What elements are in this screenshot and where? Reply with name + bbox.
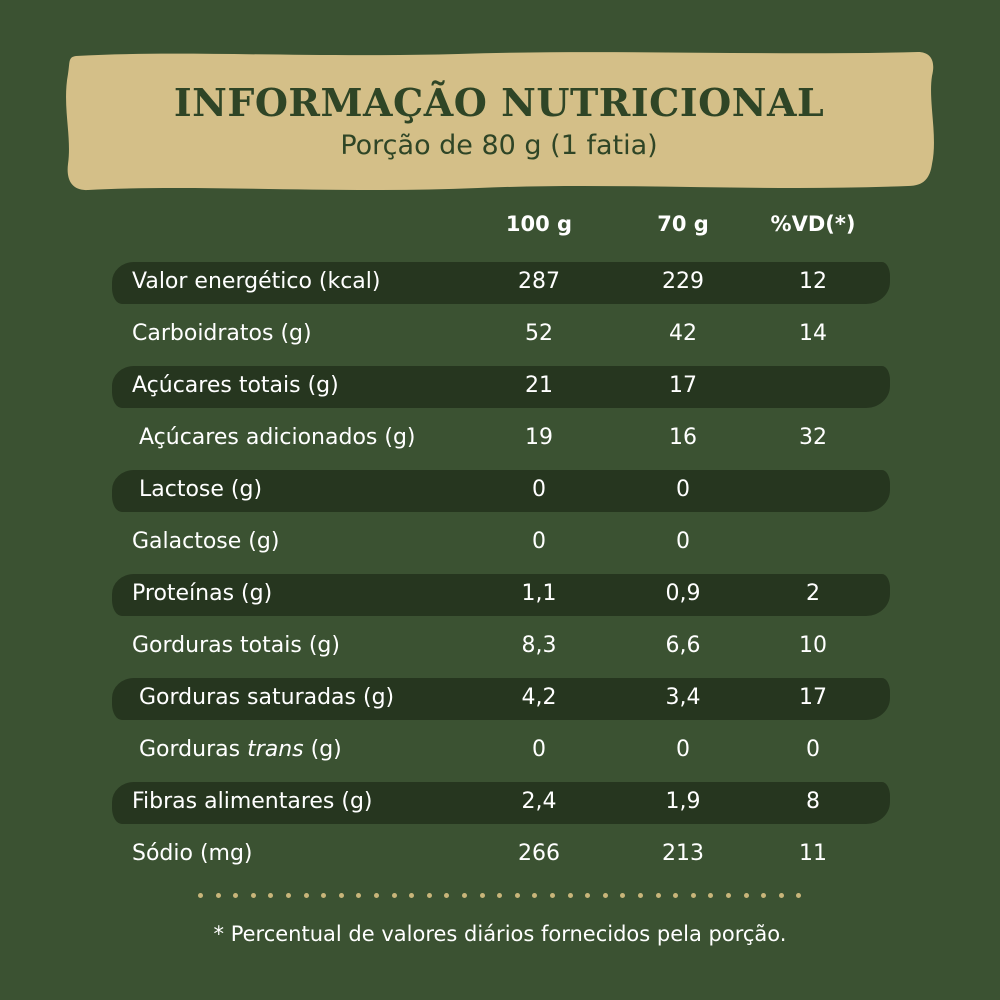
value-100g: 21 xyxy=(525,373,553,398)
row-highlight-band xyxy=(112,470,890,512)
page-title: INFORMAÇÃO NUTRICIONAL xyxy=(173,80,825,125)
value-100g: 4,2 xyxy=(521,685,557,710)
banner-shape xyxy=(66,52,934,191)
row-label: Lactose (g) xyxy=(139,477,263,502)
value-70g: 0 xyxy=(676,737,690,762)
value-70g: 42 xyxy=(669,321,697,346)
value-vd: 10 xyxy=(799,633,827,658)
title-banner: INFORMAÇÃO NUTRICIONAL Porção de 80 g (1… xyxy=(58,46,940,196)
row-highlight-band xyxy=(112,678,890,720)
table-row: Lactose (g) 0 0 xyxy=(0,466,1000,518)
value-vd xyxy=(753,362,873,414)
table-row: Sódio (mg) 266 213 11 xyxy=(0,830,1000,882)
table-row: Carboidratos (g) 52 42 14 xyxy=(0,310,1000,362)
value-100g: 52 xyxy=(525,321,553,346)
table-row: Gorduras totais (g) 8,3 6,6 10 xyxy=(0,622,1000,674)
row-label: Açúcares adicionados (g) xyxy=(139,425,416,450)
value-70g: 16 xyxy=(669,425,697,450)
table-row: Galactose (g) 0 0 xyxy=(0,518,1000,570)
table-row: Fibras alimentares (g) 2,4 1,9 8 xyxy=(0,778,1000,830)
dotted-divider xyxy=(198,893,808,901)
row-highlight-band xyxy=(112,782,890,824)
column-header-100g: 100 g xyxy=(505,212,573,236)
table-row: Açúcares adicionados (g) 19 16 32 xyxy=(0,414,1000,466)
value-70g: 0 xyxy=(676,477,690,502)
value-100g: 2,4 xyxy=(521,789,557,814)
value-vd: 0 xyxy=(806,737,820,762)
serving-size: Porção de 80 g (1 fatia) xyxy=(340,130,658,161)
row-label: Valor energético (kcal) xyxy=(132,269,381,294)
row-label: Gorduras totais (g) xyxy=(132,633,340,658)
value-vd xyxy=(753,518,873,570)
value-vd: 14 xyxy=(799,321,827,346)
value-vd xyxy=(753,466,873,518)
table-row: Açúcares totais (g) 21 17 xyxy=(0,362,1000,414)
row-highlight-band xyxy=(112,574,890,616)
value-100g: 0 xyxy=(532,737,546,762)
value-vd: 11 xyxy=(799,841,827,866)
value-70g: 0,9 xyxy=(665,581,701,606)
value-70g: 213 xyxy=(662,841,704,866)
value-70g: 229 xyxy=(662,269,704,294)
value-100g: 0 xyxy=(532,477,546,502)
value-70g: 17 xyxy=(669,373,697,398)
table-row: Valor energético (kcal) 287 229 12 xyxy=(0,258,1000,310)
value-vd: 17 xyxy=(799,685,827,710)
row-highlight-band xyxy=(112,262,890,304)
column-header-vd: %VD(*) xyxy=(770,212,856,236)
column-header-70g: 70 g xyxy=(657,212,709,236)
value-vd: 8 xyxy=(806,789,820,814)
value-vd: 32 xyxy=(799,425,827,450)
row-label: Carboidratos (g) xyxy=(132,321,312,346)
value-vd: 2 xyxy=(806,581,820,606)
table-row: Proteínas (g) 1,1 0,9 2 xyxy=(0,570,1000,622)
value-100g: 287 xyxy=(518,269,560,294)
table-row: Gorduras saturadas (g) 4,2 3,4 17 xyxy=(0,674,1000,726)
footnote: * Percentual de valores diários fornecid… xyxy=(213,922,787,946)
value-100g: 19 xyxy=(525,425,553,450)
row-label: Fibras alimentares (g) xyxy=(132,789,373,814)
row-highlight-band xyxy=(112,366,890,408)
value-100g: 0 xyxy=(532,529,546,554)
row-label: Sódio (mg) xyxy=(132,841,253,866)
row-label: Gorduras trans (g) xyxy=(139,737,342,762)
value-70g: 1,9 xyxy=(665,789,701,814)
row-label: Galactose (g) xyxy=(132,529,280,554)
value-100g: 8,3 xyxy=(521,633,557,658)
row-label: Açúcares totais (g) xyxy=(132,373,339,398)
row-label: Proteínas (g) xyxy=(132,581,273,606)
row-label: Gorduras saturadas (g) xyxy=(139,685,395,710)
table-row: Gorduras trans (g) 0 0 0 xyxy=(0,726,1000,778)
value-70g: 0 xyxy=(676,529,690,554)
value-100g: 266 xyxy=(518,841,560,866)
value-70g: 3,4 xyxy=(665,685,701,710)
value-70g: 6,6 xyxy=(665,633,701,658)
value-vd: 12 xyxy=(799,269,827,294)
value-100g: 1,1 xyxy=(521,581,557,606)
